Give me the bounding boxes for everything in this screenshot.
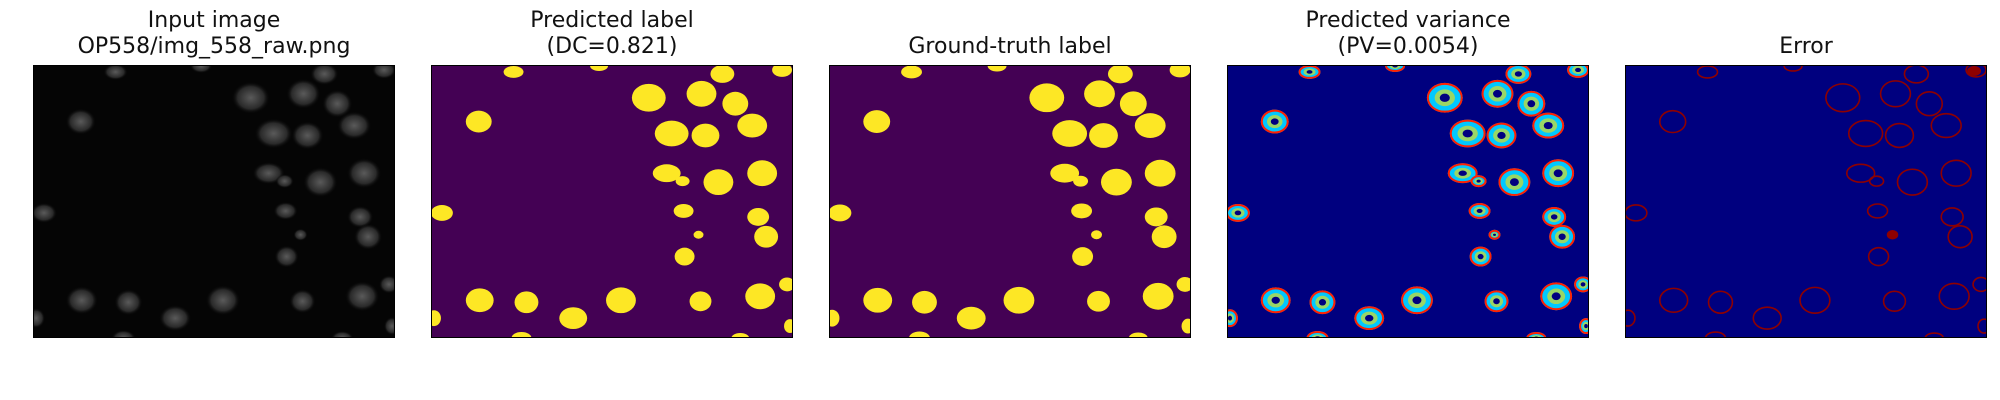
title-line-2: (PV=0.0054) [1337,34,1479,59]
pred-label-svg [432,66,792,337]
title-line-1: Input image [147,8,281,33]
panel-input-image: Input image OP558/img_558_raw.png [33,0,395,400]
title-line-1: Predicted variance [1305,8,1511,33]
predicted-label-image [431,65,793,338]
panel-title: Predicted variance (PV=0.0054) [1227,8,1589,60]
panel-title: Predicted label (DC=0.821) [431,8,793,60]
panel-predicted-label: Predicted label (DC=0.821) [431,0,793,400]
variance-svg [1228,66,1588,337]
panel-predicted-variance: Predicted variance (PV=0.0054) [1227,0,1589,400]
title-line-2: Ground-truth label [908,34,1112,59]
raw-image-svg [34,66,394,337]
title-line-2: OP558/img_558_raw.png [77,34,351,59]
gt-label-svg [830,66,1190,337]
error-image [1625,65,1987,338]
title-line-2: Error [1779,34,1833,59]
title-line-2: (DC=0.821) [546,34,678,59]
panel-ground-truth-label: Ground-truth label [829,0,1191,400]
panel-error: Error [1625,0,1987,400]
predicted-variance-image [1227,65,1589,338]
title-line-1: Predicted label [530,8,694,33]
panel-title: Error [1625,8,1987,60]
panel-title: Ground-truth label [829,8,1191,60]
error-svg [1626,66,1986,337]
ground-truth-label-image [829,65,1191,338]
input-image [33,65,395,338]
panel-title: Input image OP558/img_558_raw.png [33,8,395,60]
